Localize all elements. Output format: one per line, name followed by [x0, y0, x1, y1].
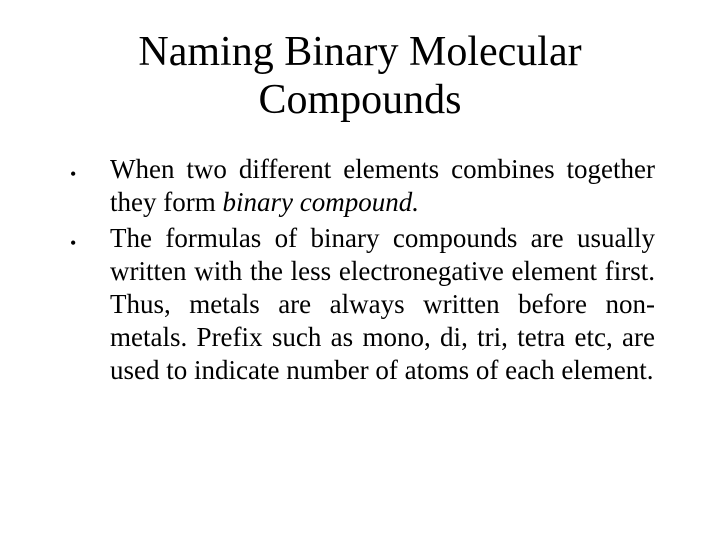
bullet-icon: •	[60, 153, 110, 189]
bullet-item: • When two different elements combines t…	[60, 153, 655, 219]
bullet-text: The formulas of binary compounds are usu…	[110, 222, 655, 387]
bullet-item: • The formulas of binary compounds are u…	[60, 222, 655, 387]
bullet-text-italic: binary compound.	[222, 187, 418, 217]
slide-title: Naming Binary Molecular Compounds	[90, 28, 630, 125]
bullet-text-pre: The formulas of binary compounds are usu…	[110, 223, 655, 385]
slide-container: Naming Binary Molecular Compounds • When…	[0, 0, 720, 540]
slide-body: • When two different elements combines t…	[50, 153, 670, 388]
bullet-icon: •	[60, 222, 110, 258]
bullet-text: When two different elements combines tog…	[110, 153, 655, 219]
